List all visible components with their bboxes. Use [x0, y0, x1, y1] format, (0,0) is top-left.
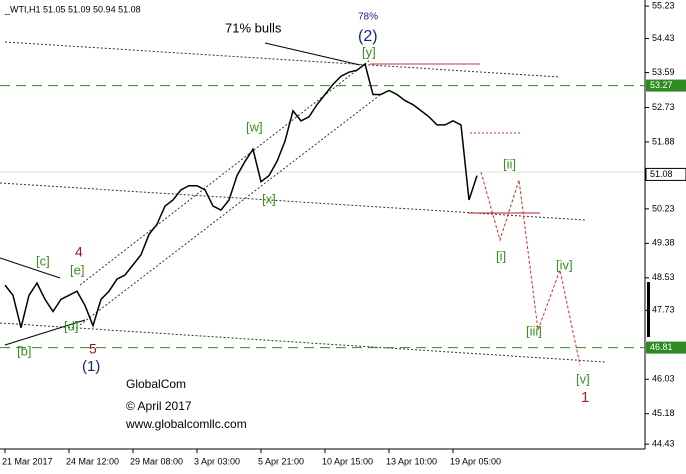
annotation: 71% bulls [225, 20, 282, 35]
wedge-line [4, 319, 86, 346]
x-tick-label: 10 Apr 15:00 [322, 456, 373, 466]
annotation: 4 [75, 244, 83, 260]
annotation: GlobalCom [126, 377, 186, 391]
pointer-line [264, 42, 361, 66]
annotation: (2) [358, 28, 378, 45]
annotation: [v] [576, 371, 590, 386]
level-label: 53.27 [650, 80, 673, 90]
wedge-line [0, 257, 61, 279]
annotation: [y] [362, 44, 376, 59]
annotation: [iv] [556, 257, 573, 272]
y-tick-label: 48.53 [652, 272, 675, 282]
y-tick-label: 53.59 [652, 67, 675, 77]
y-tick-label: 47.73 [652, 305, 675, 315]
annotation: [b] [17, 343, 31, 358]
y-tick-label: 54.43 [652, 33, 675, 43]
y-tick-label: 55.23 [652, 0, 675, 10]
x-tick-label: 19 Apr 05:00 [450, 456, 501, 466]
y-tick-label: 49.38 [652, 238, 675, 248]
current-box [645, 167, 686, 181]
x-tick-label: 5 Apr 21:00 [258, 456, 304, 466]
annotation: 5 [89, 341, 97, 357]
x-tick-label: 13 Apr 10:00 [386, 456, 437, 466]
x-tick-label: 24 Mar 12:00 [66, 456, 119, 466]
y-tick-label: 46.03 [652, 374, 675, 384]
trend-lines [0, 41, 606, 363]
y-tick-label: 51.88 [652, 136, 675, 146]
annotation: © April 2017 [126, 399, 192, 413]
scroll-marker [647, 282, 650, 337]
annotation: (1) [82, 358, 100, 375]
annotation: [w] [246, 119, 263, 134]
x-tick-label: 21 Mar 2017 [2, 456, 53, 466]
annotation: [e] [70, 262, 84, 277]
y-tick-label: 45.18 [652, 408, 675, 418]
annotation: [x] [262, 191, 276, 206]
annotation: [iii] [526, 323, 542, 338]
y-tick-label: 44.43 [652, 439, 675, 449]
x-tick-label: 29 Mar 08:00 [130, 456, 183, 466]
annotation: [ii] [503, 156, 516, 171]
current-label: 51.08 [650, 169, 673, 179]
x-tick-label: 3 Apr 03:00 [194, 456, 240, 466]
annotation: [c] [36, 253, 50, 268]
price-line [4, 62, 478, 328]
annotation: 1 [581, 389, 589, 406]
level-label: 46.81 [650, 342, 673, 352]
y-tick-label: 50.23 [652, 203, 675, 213]
level-box [646, 341, 686, 354]
annotation: [i] [496, 248, 506, 263]
header: _WTI,H1 51.05 51.09 50.94 51.08 [4, 4, 141, 14]
y-tick-label: 52.73 [652, 102, 675, 112]
annotation: [d] [64, 318, 78, 333]
annotation: www.globalcomllc.com [125, 417, 247, 431]
level-box [646, 79, 686, 92]
annotation: 78% [358, 12, 378, 23]
